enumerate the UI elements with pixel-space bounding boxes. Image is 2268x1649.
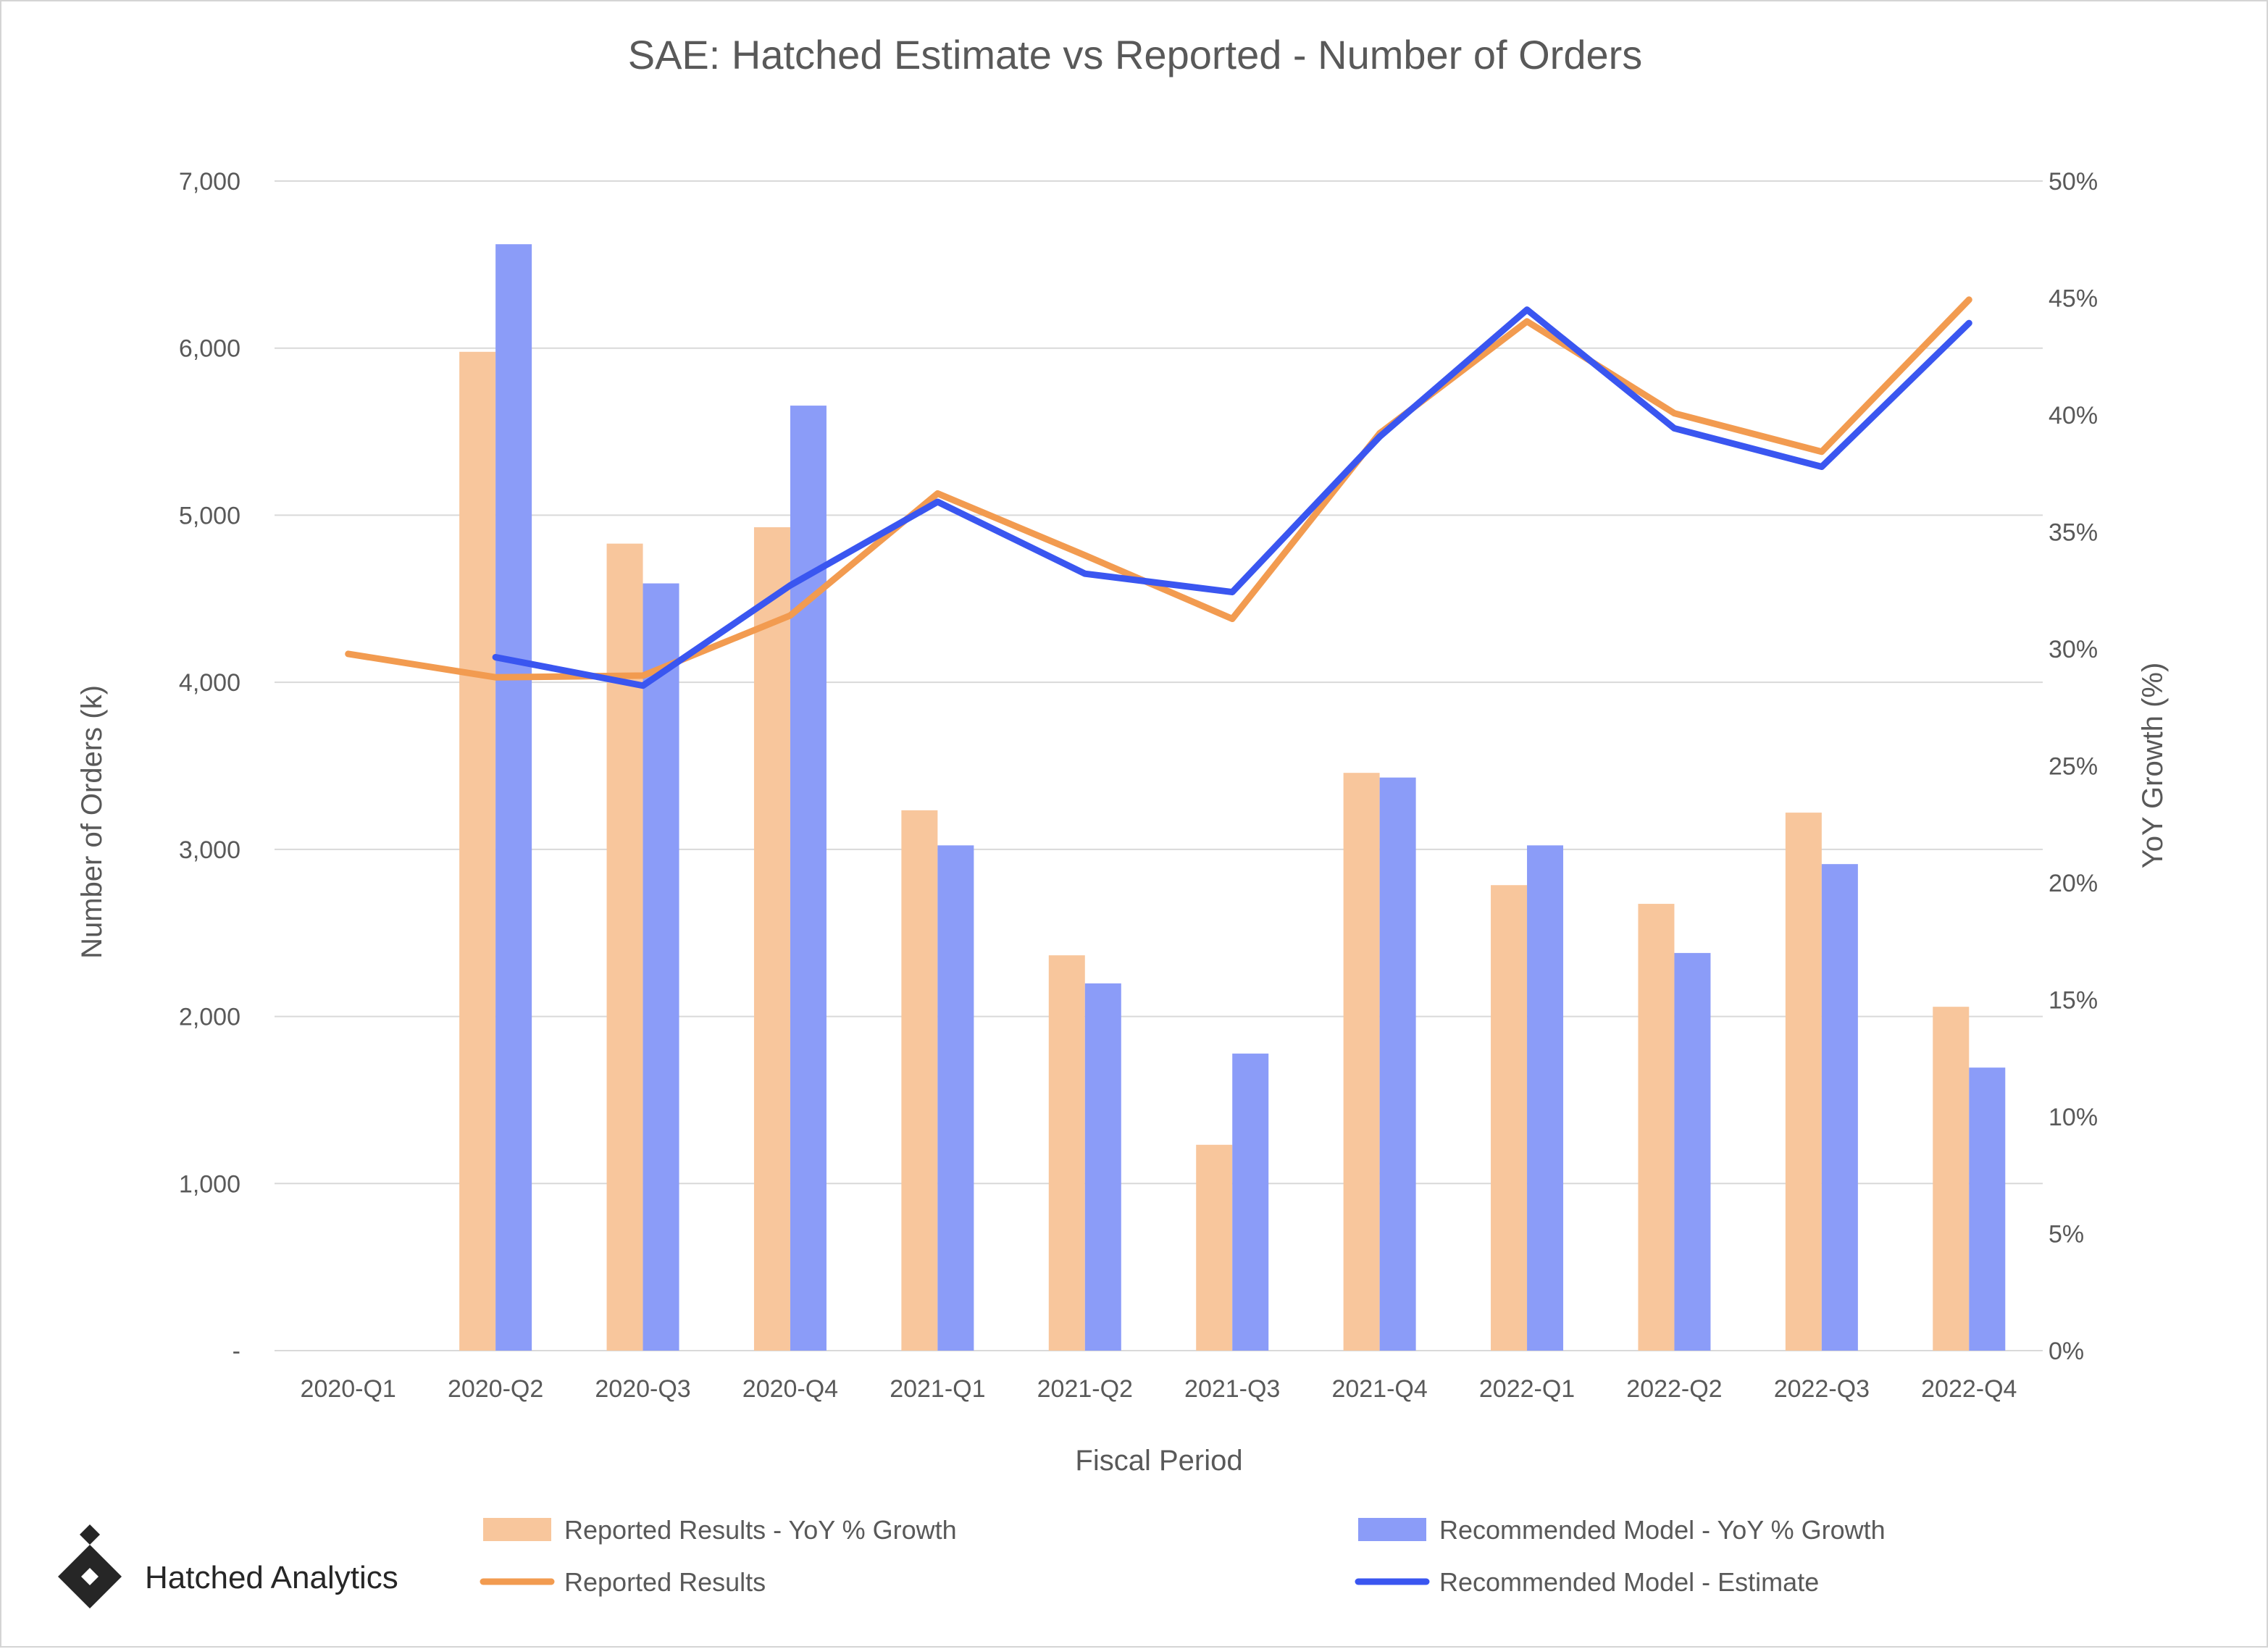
- line-point: [1673, 427, 1675, 429]
- bar: [459, 351, 496, 1351]
- bar: [1084, 983, 1121, 1351]
- bar: [753, 527, 790, 1351]
- legend-swatch: [1358, 1518, 1426, 1541]
- y2-tick-label: 40%: [2049, 402, 2098, 429]
- x-tick-label: 2021-Q2: [1037, 1375, 1133, 1403]
- line-point: [1526, 309, 1528, 311]
- line-point: [495, 657, 496, 658]
- y2-tick-label: 30%: [2049, 636, 2098, 663]
- line-point: [1231, 618, 1233, 619]
- y-tick-label: 5,000: [179, 502, 240, 529]
- x-tick-label: 2020-Q4: [742, 1375, 838, 1403]
- line-point: [1673, 413, 1675, 414]
- y2-tick-label: 10%: [2049, 1104, 2098, 1131]
- line-series-2: [492, 306, 1972, 689]
- y-axis-title: Number of Orders (k): [76, 685, 108, 959]
- line-point: [1968, 322, 1970, 324]
- bar: [1969, 1067, 2006, 1351]
- bar: [1048, 955, 1085, 1351]
- legend: Reported Results - YoY % Growth Recommend…: [480, 1515, 1886, 1597]
- line-point: [1968, 299, 1970, 301]
- bar: [1491, 885, 1528, 1351]
- line-point: [937, 492, 938, 494]
- bar-series: [459, 244, 2006, 1351]
- legend-swatch: [483, 1518, 551, 1541]
- chart-title: SAE: Hatched Estimate vs Reported - Numb…: [628, 32, 1643, 77]
- y2-tick-label: 5%: [2049, 1221, 2084, 1249]
- y-tick-label: 7,000: [179, 168, 240, 196]
- x-tick-label: 2022-Q1: [1479, 1375, 1575, 1403]
- bar-series-2: [495, 244, 2006, 1351]
- legend-label: Reported Results - YoY % Growth: [564, 1515, 957, 1545]
- bar: [495, 244, 532, 1351]
- y-tick-label: 4,000: [179, 669, 240, 697]
- legend-label: Recommended Model - Estimate: [1439, 1567, 1819, 1597]
- bar: [643, 583, 679, 1351]
- line-point: [1821, 451, 1823, 453]
- x-tick-label: 2022-Q3: [1774, 1375, 1870, 1403]
- bar: [1232, 1053, 1269, 1351]
- bar-series-1: [459, 351, 1970, 1351]
- x-tick-label: 2020-Q1: [301, 1375, 396, 1403]
- y2-axis-ticks: 0% 5% 10% 15% 20% 25% 30% 35% 40% 45% 50%: [2049, 168, 2098, 1365]
- y-tick-label: 2,000: [179, 1004, 240, 1031]
- x-axis-ticks: 2020-Q1 2020-Q2 2020-Q3 2020-Q4 2021-Q1 2021-…: [301, 1375, 2017, 1403]
- y2-axis-title: YoY Growth (%): [2137, 663, 2169, 869]
- line-point: [1821, 466, 1823, 468]
- bar: [1196, 1144, 1233, 1351]
- x-tick-label: 2022-Q4: [1921, 1375, 2017, 1403]
- legend-item: Recommended Model - Estimate: [1355, 1567, 1819, 1597]
- y-tick-label: 3,000: [179, 836, 240, 864]
- bar: [1638, 904, 1675, 1351]
- bar: [1674, 952, 1711, 1351]
- hatched-diamond-icon: [58, 1524, 122, 1608]
- y-tick-label: 6,000: [179, 335, 240, 363]
- line-series-1: [345, 296, 1972, 681]
- bar: [1821, 864, 1858, 1351]
- x-axis-title: Fiscal Period: [1075, 1445, 1242, 1477]
- legend-item: Recommended Model - YoY % Growth: [1358, 1515, 1886, 1545]
- line-point: [1526, 321, 1528, 322]
- brand-name: Hatched Analytics: [145, 1560, 398, 1595]
- y2-tick-label: 45%: [2049, 285, 2098, 313]
- bar: [1527, 845, 1564, 1351]
- bar: [606, 543, 643, 1351]
- x-tick-label: 2020-Q2: [448, 1375, 543, 1403]
- x-tick-label: 2021-Q4: [1331, 1375, 1427, 1403]
- bar: [1785, 813, 1822, 1351]
- x-tick-label: 2021-Q1: [890, 1375, 985, 1403]
- y2-tick-label: 25%: [2049, 753, 2098, 781]
- x-tick-label: 2022-Q2: [1626, 1375, 1722, 1403]
- legend-item: Reported Results: [480, 1567, 766, 1597]
- bar: [790, 406, 827, 1351]
- bar: [1379, 777, 1416, 1351]
- line-point: [1379, 436, 1381, 437]
- y2-tick-label: 0%: [2049, 1338, 2084, 1365]
- y-tick-label: -: [233, 1338, 240, 1365]
- legend-label: Recommended Model - YoY % Growth: [1439, 1515, 1886, 1545]
- line-point: [937, 501, 938, 503]
- bar: [937, 845, 974, 1351]
- gridlines: [275, 180, 2043, 1351]
- bar: [1343, 773, 1380, 1351]
- line-series: [345, 296, 1972, 689]
- y2-tick-label: 50%: [2049, 168, 2098, 196]
- line-point: [495, 676, 496, 678]
- y-tick-label: 1,000: [179, 1170, 240, 1198]
- y2-tick-label: 35%: [2049, 519, 2098, 547]
- bar: [901, 810, 938, 1351]
- x-tick-label: 2021-Q3: [1184, 1375, 1280, 1403]
- bar: [1933, 1007, 1970, 1351]
- legend-item: Reported Results - YoY % Growth: [483, 1515, 957, 1545]
- y-axis-ticks: - 1,000 2,000 3,000 4,000 5,000 6,000 7,000: [179, 168, 240, 1365]
- brand-logo: Hatched Analytics: [58, 1524, 398, 1608]
- x-tick-label: 2020-Q3: [595, 1375, 690, 1403]
- legend-label: Reported Results: [564, 1567, 766, 1597]
- y2-tick-label: 15%: [2049, 987, 2098, 1015]
- y2-tick-label: 20%: [2049, 870, 2098, 897]
